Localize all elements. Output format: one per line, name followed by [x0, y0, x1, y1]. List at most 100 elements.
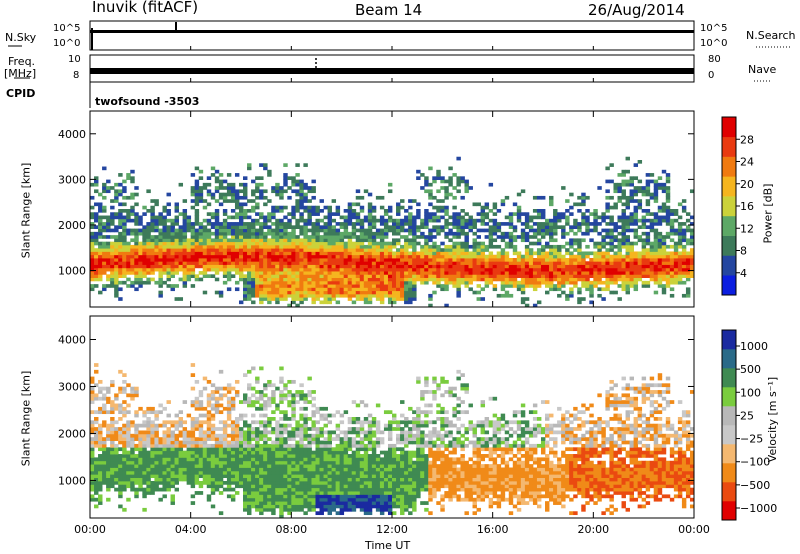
power-cell — [198, 169, 204, 174]
power-cell — [665, 264, 671, 269]
power-cell — [657, 176, 663, 180]
vel-cell — [202, 460, 208, 465]
power-cell — [396, 212, 401, 216]
vel-cell — [230, 474, 236, 478]
vel-cell — [263, 450, 268, 455]
power-cell — [456, 293, 461, 298]
vel-cell — [102, 454, 107, 458]
power-cell — [557, 274, 562, 278]
power-cell — [536, 231, 542, 236]
power-cell — [166, 254, 171, 259]
power-cell — [416, 176, 421, 180]
power-cell — [130, 209, 135, 213]
power-cell — [319, 290, 324, 295]
power-cell — [549, 267, 554, 272]
vel-cell — [118, 430, 123, 435]
vel-cell — [238, 430, 244, 435]
power-cell — [162, 267, 167, 272]
vel-cell — [226, 417, 232, 421]
vel-cell — [226, 383, 232, 388]
vel-cell — [142, 467, 147, 472]
power-cell — [532, 231, 538, 236]
power-cell — [565, 261, 570, 265]
power-cell — [267, 169, 272, 174]
power-cell — [444, 267, 449, 272]
vel-cell — [222, 464, 228, 468]
vel-cell — [150, 454, 155, 458]
power-cell — [94, 284, 99, 288]
power-cell — [581, 202, 586, 207]
vel-cell — [138, 406, 143, 411]
power-cell — [444, 258, 449, 262]
power-cell — [170, 218, 175, 223]
power-cell — [259, 284, 264, 288]
power-cell — [271, 235, 276, 239]
power-cell — [343, 241, 349, 246]
vel-cell — [259, 504, 264, 509]
power-cell — [432, 277, 437, 282]
power-cell — [669, 251, 675, 256]
vel-cell — [126, 467, 131, 472]
power-cell — [420, 271, 425, 275]
power-cell — [162, 241, 167, 246]
vel-cell — [126, 460, 131, 465]
power-cell — [94, 261, 99, 265]
power-cell — [267, 218, 272, 223]
power-cell — [359, 274, 365, 278]
power-cell — [617, 248, 622, 252]
power-cell — [110, 274, 115, 278]
power-cell — [621, 212, 626, 216]
vel-cell — [279, 504, 284, 509]
power-cell — [387, 189, 393, 194]
power-cell — [593, 284, 598, 288]
vel-cell — [130, 393, 135, 398]
power-cell — [214, 258, 220, 262]
power-cell — [545, 251, 550, 256]
power-cell — [496, 293, 502, 298]
power-cell — [158, 248, 163, 252]
power-cell — [609, 271, 614, 275]
power-cell — [170, 254, 175, 259]
power-cell — [259, 235, 264, 239]
power-cell — [379, 248, 385, 252]
power-cell — [335, 222, 341, 226]
power-cell — [641, 271, 647, 275]
power-cell — [283, 258, 288, 262]
power-cell — [661, 254, 667, 259]
vel-cell — [251, 491, 256, 495]
power-cell — [609, 264, 614, 269]
vel-cell — [226, 450, 232, 455]
power-cell — [545, 267, 550, 272]
vel-cell — [263, 383, 268, 388]
vel-cell — [287, 464, 292, 468]
power-cell — [347, 212, 353, 216]
power-cell — [408, 280, 413, 285]
vel-cell — [114, 437, 119, 441]
power-cell — [536, 271, 542, 275]
power-cell — [577, 258, 582, 262]
power-cell — [174, 251, 179, 256]
power-cell — [303, 199, 308, 203]
power-cell — [359, 238, 365, 243]
power-cell — [190, 258, 196, 262]
power-cell — [299, 192, 304, 197]
power-cell — [408, 228, 413, 233]
vel-cell — [142, 420, 147, 425]
power-cell — [327, 261, 332, 265]
power-cell — [247, 271, 252, 275]
power-cell — [194, 231, 200, 236]
vel-cell — [190, 433, 196, 438]
power-cell — [520, 189, 526, 194]
power-cell — [657, 182, 663, 187]
power-cell — [138, 254, 143, 259]
power-cell — [222, 267, 228, 272]
vel-cell — [210, 430, 216, 435]
power-cell — [504, 231, 510, 236]
power-cell — [468, 261, 473, 265]
power-cell — [162, 209, 167, 213]
power-cell — [387, 225, 393, 229]
power-cell — [198, 192, 204, 197]
vel-cell — [247, 491, 252, 495]
power-cell — [371, 231, 377, 236]
power-cell — [379, 215, 385, 220]
